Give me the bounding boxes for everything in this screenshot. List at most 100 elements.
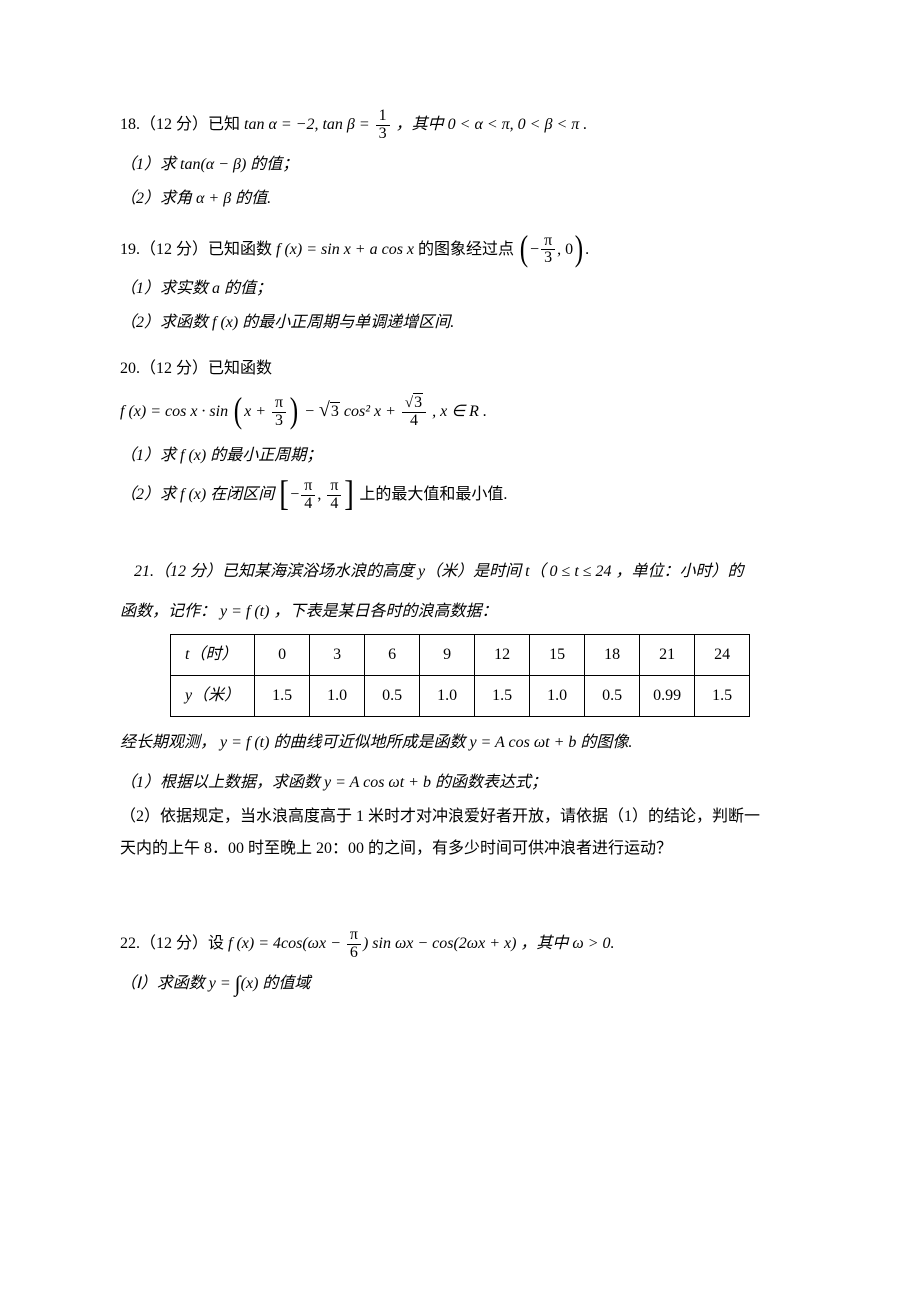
p22-frac-num: π	[347, 927, 361, 945]
sqrt-icon: √	[319, 399, 330, 421]
t-cell: 3	[310, 635, 365, 676]
lparen-icon: (	[234, 394, 242, 426]
lbracket-icon: [	[279, 477, 289, 509]
p22-q1-post: (x) 的值域	[241, 975, 311, 992]
p19-q2: （2）求函数 f (x) 的最小正周期与单调递增区间.	[120, 311, 800, 335]
rbracket-icon: ]	[345, 477, 355, 509]
y-cell: 0.99	[640, 676, 695, 717]
document-page: 18.（12 分）已知 tan α = −2, tan β = 1 3 ，其中 …	[0, 0, 920, 1302]
p20-inner-num: π	[272, 395, 286, 413]
p18-frac: 1 3	[376, 108, 390, 143]
p18-q2-text: （2）求角 α + β 的值.	[120, 190, 271, 207]
p20-inner-den: 3	[272, 413, 286, 430]
p21-h2: 函数，记作： y = f (t) ，下表是某日各时的浪高数据：	[120, 603, 497, 620]
t-cell: 9	[420, 635, 475, 676]
p19-frac-num: π	[541, 233, 555, 251]
p20-q1: （1）求 f (x) 的最小正周期；	[120, 444, 800, 468]
p19-period: .	[585, 241, 589, 258]
y-cell: 1.5	[695, 676, 750, 717]
t-cell: 24	[695, 635, 750, 676]
p20-tail: , x ∈ R .	[432, 403, 487, 420]
y-cell: 1.0	[530, 676, 585, 717]
problem-22: 22.（12 分）设 f (x) = 4cos(ωx − π 6 ) sin ω…	[120, 927, 800, 996]
p19-comma0: , 0	[557, 241, 573, 258]
p21-q2a: （2）依据规定，当水浪高度高于 1 米时才对冲浪爱好者开放，请依据（1）的结论，…	[120, 805, 800, 829]
p20-func: f (x) = cos x · sin (x + π 3 ) − √3 cos²…	[120, 395, 800, 430]
p18-cond: ，其中 0 < α < π, 0 < β < π .	[396, 116, 588, 133]
p22-statement: 22.（12 分）设 f (x) = 4cos(ωx − π 6 ) sin ω…	[120, 927, 800, 962]
p18-frac-den: 3	[376, 126, 390, 143]
t-cell: 6	[365, 635, 420, 676]
p20-xplus: x +	[244, 403, 270, 420]
p19-frac: π 3	[541, 233, 555, 268]
y-cell: 1.0	[310, 676, 365, 717]
p20-cos2: cos² x +	[340, 403, 400, 420]
p20-q2-den1: 4	[301, 496, 315, 513]
t-cell: 12	[475, 635, 530, 676]
problem-18-statement: 18.（12 分）已知 tan α = −2, tan β = 1 3 ，其中 …	[120, 108, 800, 143]
problem-21: 21.（12 分）已知某海滨浴场水浪的高度 y（米）是时间 t（ 0 ≤ t ≤…	[120, 560, 800, 861]
p21-q2b: 天内的上午 8．00 时至晚上 20：00 的之间，有多少时间可供冲浪者进行运动…	[120, 837, 800, 861]
t-cell: 18	[585, 635, 640, 676]
p20-q2-post: 上的最大值和最小值.	[359, 486, 507, 503]
p21-q2b-text: 天内的上午 8．00 时至晚上 20：00 的之间，有多少时间可供冲浪者进行运动…	[120, 840, 672, 857]
p19-frac-den: 3	[541, 250, 555, 267]
p18-q2: （2）求角 α + β 的值.	[120, 187, 800, 211]
rparen-icon: )	[575, 232, 583, 264]
p19-func: f (x) = sin x + a cos x	[276, 241, 418, 258]
p20-last-num: √3	[402, 395, 426, 413]
p20-minus: −	[304, 403, 319, 420]
t-cell: 0	[255, 635, 310, 676]
table-row-t: t（时） 0 3 6 9 12 15 18 21 24	[171, 635, 750, 676]
p22-q1-pre: （Ⅰ）求函数 y =	[120, 975, 235, 992]
p22-q1: （Ⅰ）求函数 y = ∫(x) 的值域	[120, 972, 800, 996]
p19-q2-text: （2）求函数 f (x) 的最小正周期与单调递增区间.	[120, 314, 454, 331]
p19-prefix: 19.（12 分）已知函数	[120, 241, 272, 258]
p21-q2a-text: （2）依据规定，当水浪高度高于 1 米时才对冲浪爱好者开放，请依据（1）的结论，…	[120, 808, 760, 825]
wave-data-table: t（时） 0 3 6 9 12 15 18 21 24 y（米） 1.5 1.0…	[170, 634, 750, 717]
p18-given: tan α = −2, tan β =	[244, 116, 370, 133]
p18-q1-text: （1）求 tan(α − β) 的值；	[120, 156, 298, 173]
p20-last-frac: √3 4	[402, 395, 426, 430]
p21-header1: 21.（12 分）已知某海滨浴场水浪的高度 y（米）是时间 t（ 0 ≤ t ≤…	[134, 560, 800, 584]
p20-neg: −	[290, 486, 299, 503]
t-cell: 15	[530, 635, 585, 676]
p21-q1: （1）根据以上数据，求函数 y = A cos ωt + b 的函数表达式；	[120, 771, 800, 795]
p20-q2: （2）求 f (x) 在闭区间 [− π 4 , π 4 ] 上的最大值和最小值…	[120, 478, 800, 513]
problem-19-statement: 19.（12 分）已知函数 f (x) = sin x + a cos x 的图…	[120, 233, 800, 268]
lparen-icon: (	[520, 232, 528, 264]
y-cell: 0.5	[585, 676, 640, 717]
rparen-icon: )	[290, 394, 298, 426]
p20-lhs: f (x) = cos x · sin	[120, 403, 228, 420]
p20-q2-frac2: π 4	[327, 478, 341, 513]
p21-header2: 函数，记作： y = f (t) ，下表是某日各时的浪高数据：	[120, 600, 800, 624]
p20-header: 20.（12 分）已知函数	[120, 357, 800, 381]
p19-mid: 的图象经过点	[418, 241, 514, 258]
y-header: y（米）	[171, 676, 255, 717]
table-row-y: y（米） 1.5 1.0 0.5 1.0 1.5 1.0 0.5 0.99 1.…	[171, 676, 750, 717]
p20-q1-text: （1）求 f (x) 的最小正周期；	[120, 447, 322, 464]
p20-q2-num1: π	[301, 478, 315, 496]
problem-19: 19.（12 分）已知函数 f (x) = sin x + a cos x 的图…	[120, 233, 800, 336]
p18-q1: （1）求 tan(α − β) 的值；	[120, 153, 800, 177]
p21-after: 经长期观测， y = f (t) 的曲线可近似地所成是函数 y = A cos …	[120, 734, 632, 751]
t-header: t（时）	[171, 635, 255, 676]
p19-q1-text: （1）求实数 a 的值；	[120, 280, 272, 297]
t-cell: 21	[640, 635, 695, 676]
p22-mid: ) sin ωx − cos(2ωx + x) ，其中 ω > 0.	[363, 935, 615, 952]
p21-q1-text: （1）根据以上数据，求函数 y = A cos ωt + b 的函数表达式；	[120, 774, 547, 791]
p22-prefix: 22.（12 分）设	[120, 935, 224, 952]
y-cell: 0.5	[365, 676, 420, 717]
p20-q2-den2: 4	[327, 496, 341, 513]
problem-18: 18.（12 分）已知 tan α = −2, tan β = 1 3 ，其中 …	[120, 108, 800, 211]
p18-prefix: 18.（12 分）已知	[120, 116, 240, 133]
p22-lhs: f (x) = 4cos(ωx −	[228, 935, 345, 952]
p20-last-den: 4	[402, 413, 426, 430]
p21-after-table: 经长期观测， y = f (t) 的曲线可近似地所成是函数 y = A cos …	[120, 731, 800, 755]
p22-frac: π 6	[347, 927, 361, 962]
p19-q1: （1）求实数 a 的值；	[120, 277, 800, 301]
p22-frac-den: 6	[347, 945, 361, 962]
y-cell: 1.0	[420, 676, 475, 717]
p20-comma: ,	[317, 486, 325, 503]
p20-q2-num2: π	[327, 478, 341, 496]
